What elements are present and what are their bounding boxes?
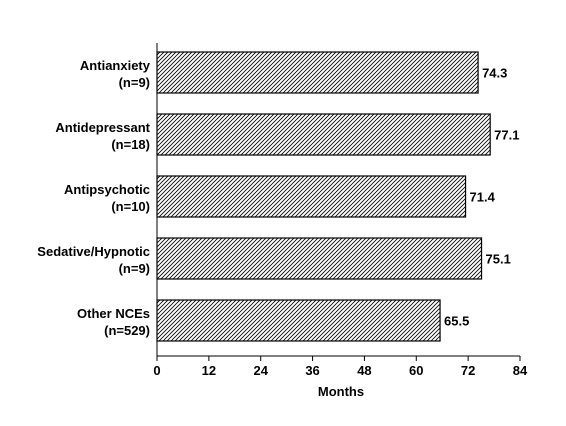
bar-3 (156, 175, 467, 218)
category-labels: Antianxiety (n=9) Antidepressant (n=18) Anti… (37, 58, 150, 338)
category-label-5-line-2: (n=529) (104, 323, 150, 338)
x-axis-ticks: 0 12 24 36 48 60 72 84 (153, 356, 528, 378)
category-label-2-line-2: (n=18) (111, 137, 150, 152)
bars-group (156, 51, 491, 342)
bar-1 (156, 51, 479, 94)
value-label-5: 65.5 (444, 314, 469, 329)
x-tick-label-48: 48 (357, 363, 371, 378)
category-label-3-line-2: (n=10) (111, 199, 150, 214)
x-tick-label-0: 0 (153, 363, 160, 378)
bar-4 (156, 237, 483, 280)
value-label-3: 71.4 (470, 190, 496, 205)
x-tick-label-12: 12 (202, 363, 216, 378)
category-label-1-line-1: Antianxiety (80, 58, 151, 73)
bar-5 (156, 299, 441, 342)
category-label-2-line-1: Antidepressant (55, 120, 150, 135)
bar-2 (156, 113, 491, 156)
x-tick-label-72: 72 (461, 363, 475, 378)
x-tick-label-60: 60 (409, 363, 423, 378)
x-tick-label-36: 36 (305, 363, 319, 378)
value-labels: 74.3 77.1 71.4 75.1 65.5 (444, 66, 519, 329)
category-label-4-line-1: Sedative/Hypnotic (37, 244, 150, 259)
value-label-4: 75.1 (486, 252, 511, 267)
x-tick-label-24: 24 (253, 363, 268, 378)
category-label-5-line-1: Other NCEs (77, 306, 150, 321)
x-axis-label: Months (318, 384, 364, 399)
value-label-1: 74.3 (482, 66, 507, 81)
category-label-4-line-2: (n=9) (119, 261, 150, 276)
value-label-2: 77.1 (494, 128, 519, 143)
category-label-3-line-1: Antipsychotic (64, 182, 150, 197)
category-label-1-line-2: (n=9) (119, 75, 150, 90)
x-tick-label-84: 84 (513, 363, 528, 378)
